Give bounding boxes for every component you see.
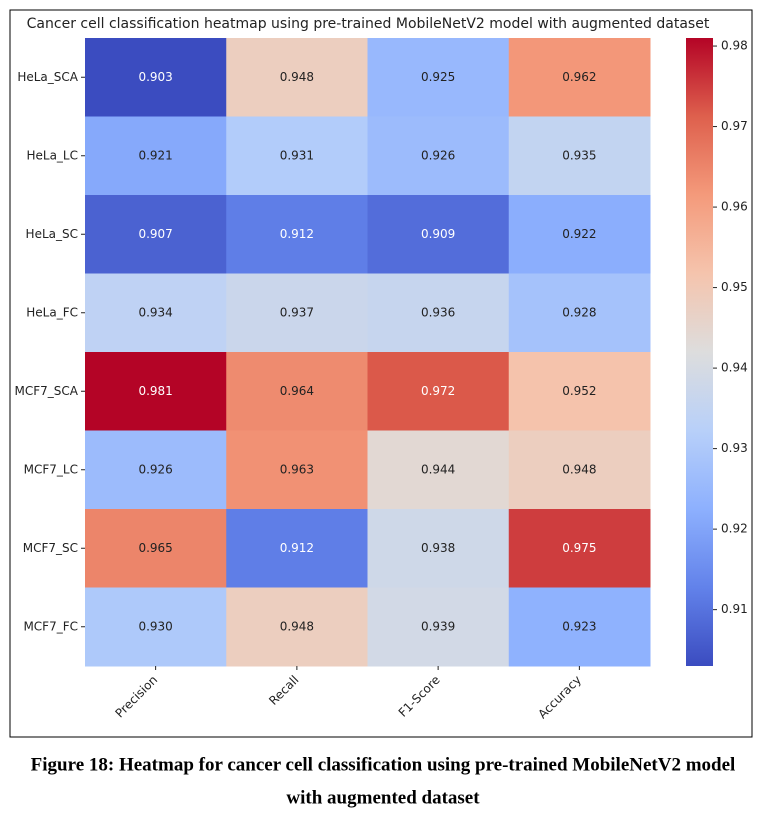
y-tick-label: MCF7_LC: [24, 462, 78, 476]
cell-label: 0.936: [421, 305, 455, 319]
heat-cell: [226, 509, 368, 588]
heat-cell: [508, 273, 651, 353]
colorbar-tick-label: 0.93: [721, 441, 748, 455]
heat-cell: [85, 587, 227, 667]
cell-label: 0.948: [562, 462, 596, 476]
heat-cell: [85, 352, 227, 431]
cell-label: 0.962: [562, 70, 596, 84]
heat-cell: [226, 352, 368, 431]
y-tick-label: HeLa_SC: [26, 227, 78, 241]
y-tick-label: MCF7_SCA: [15, 384, 79, 398]
y-tick-label: MCF7_FC: [23, 619, 78, 633]
chart-frame: [9, 9, 753, 738]
heat-cell: [508, 116, 651, 196]
heat-cell: [508, 509, 651, 588]
cell-label: 0.944: [421, 462, 455, 476]
caption-line: with augmented dataset: [286, 787, 480, 808]
cell-label: 0.931: [280, 148, 314, 162]
cell-label: 0.981: [138, 384, 172, 398]
cell-label: 0.948: [280, 619, 314, 633]
colorbar-tick-label: 0.91: [721, 602, 748, 616]
cell-label: 0.926: [421, 148, 455, 162]
cell-label: 0.903: [138, 70, 172, 84]
cell-label: 0.925: [421, 70, 455, 84]
cell-label: 0.912: [280, 541, 314, 555]
y-tick-label: HeLa_FC: [26, 305, 78, 319]
heat-cell: [367, 273, 510, 353]
y-tick-label: HeLa_SCA: [17, 70, 78, 84]
cell-label: 0.909: [421, 227, 455, 241]
cell-label: 0.912: [280, 227, 314, 241]
cell-label: 0.939: [421, 619, 455, 633]
heat-cell: [367, 352, 510, 431]
heat-cell: [508, 38, 651, 117]
x-tick-label: F1-Score: [396, 673, 443, 720]
heat-cell: [226, 116, 368, 196]
colorbar-tick-label: 0.95: [721, 280, 748, 294]
heat-cell: [226, 195, 368, 274]
cell-label: 0.937: [280, 305, 314, 319]
heat-cell: [226, 273, 368, 353]
cell-label: 0.907: [138, 227, 172, 241]
colorbar-tick-label: 0.97: [721, 119, 748, 133]
heat-cell: [367, 38, 510, 117]
colorbar-tick-label: 0.94: [721, 361, 748, 375]
heat-cell: [367, 430, 510, 510]
heat-cell: [85, 116, 227, 196]
heat-cell: [226, 38, 368, 117]
cell-label: 0.922: [562, 227, 596, 241]
cell-label: 0.972: [421, 384, 455, 398]
heat-cell: [85, 430, 227, 510]
cell-label: 0.930: [138, 619, 172, 633]
heat-cell: [508, 587, 651, 667]
heat-cell: [85, 195, 227, 274]
cell-label: 0.923: [562, 619, 596, 633]
heat-cell: [367, 116, 510, 196]
cell-label: 0.928: [562, 305, 596, 319]
colorbar-tick-label: 0.96: [721, 200, 748, 214]
y-tick-label: HeLa_LC: [26, 148, 78, 162]
cell-label: 0.934: [138, 305, 172, 319]
cell-label: 0.952: [562, 384, 596, 398]
cell-label: 0.964: [280, 384, 314, 398]
colorbar-tick-label: 0.92: [721, 522, 748, 536]
x-tick-label: Accuracy: [535, 673, 584, 722]
heat-cell: [367, 509, 510, 588]
heat-cell: [367, 195, 510, 274]
heat-cell: [226, 587, 368, 667]
colorbar: [686, 38, 713, 666]
heat-cell: [85, 38, 227, 117]
colorbar-tick-label: 0.98: [721, 39, 748, 53]
cell-label: 0.921: [138, 148, 172, 162]
cell-label: 0.948: [280, 70, 314, 84]
heat-cell: [508, 430, 651, 510]
cell-label: 0.975: [562, 541, 596, 555]
y-tick-label: MCF7_SC: [23, 541, 78, 555]
heat-cell: [367, 587, 510, 667]
heat-cell: [85, 273, 227, 353]
heat-cell: [508, 352, 651, 431]
x-tick-label: Precision: [112, 673, 160, 721]
heat-cell: [85, 509, 227, 588]
heat-cell: [508, 195, 651, 274]
x-tick-label: Recall: [266, 673, 301, 708]
cell-label: 0.938: [421, 541, 455, 555]
cell-label: 0.963: [280, 462, 314, 476]
cell-label: 0.935: [562, 148, 596, 162]
cell-label: 0.926: [138, 462, 172, 476]
caption-line: Figure 18: Heatmap for cancer cell class…: [31, 754, 736, 775]
heat-cell: [226, 430, 368, 510]
cell-label: 0.965: [138, 541, 172, 555]
chart-title: Cancer cell classification heatmap using…: [27, 16, 710, 32]
